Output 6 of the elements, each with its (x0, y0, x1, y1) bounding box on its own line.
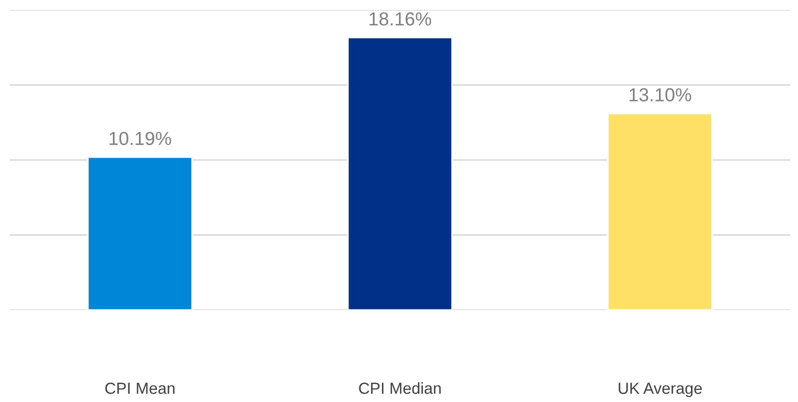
data-label: 18.16% (370, 12, 432, 26)
data-label: 13.10% (630, 88, 692, 102)
x-tick-label: CPI Median (359, 382, 441, 394)
data-label: 10.19% (110, 132, 172, 146)
x-tick-label: UK Average (618, 382, 702, 398)
x-tick-label: CPI Mean (105, 382, 174, 394)
